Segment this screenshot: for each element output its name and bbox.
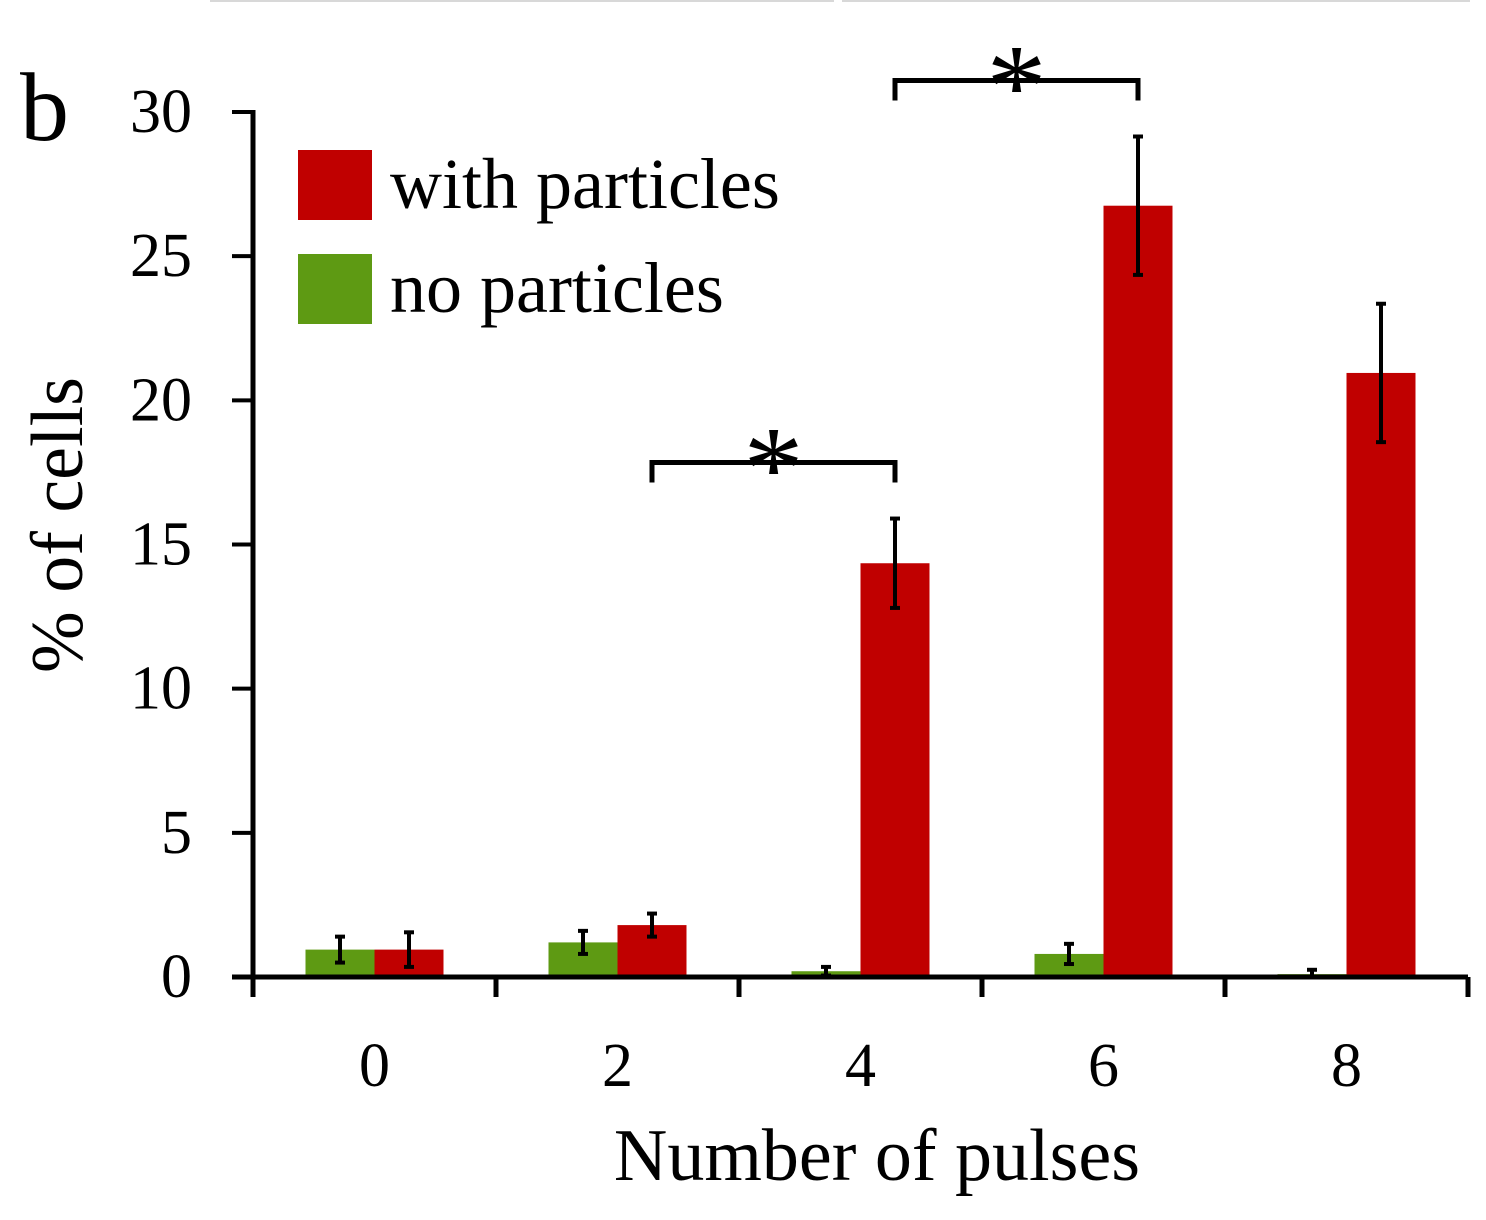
bar (860, 563, 930, 977)
panel-label: b (20, 54, 69, 162)
x-tick-label: 6 (1088, 1032, 1119, 1100)
axes (232, 110, 1468, 997)
y-tick-label: 10 (130, 655, 192, 723)
y-tick-label: 30 (130, 78, 192, 146)
y-tick-label: 15 (130, 511, 192, 579)
legend-swatch (298, 150, 372, 220)
y-tick-label: 0 (161, 943, 192, 1011)
x-tick-label: 0 (359, 1032, 390, 1100)
x-tick-label: 2 (602, 1032, 633, 1100)
y-tick-label: 20 (130, 366, 192, 434)
legend: with particles no particles (298, 144, 780, 328)
y-axis-ticks: 0 5 10 15 20 25 30 (130, 78, 253, 1011)
significance-asterisk: * (987, 20, 1047, 153)
y-tick-label: 25 (130, 222, 192, 290)
bar (1346, 372, 1416, 978)
legend-label: no particles (390, 248, 724, 328)
x-tick-label: 4 (845, 1032, 876, 1100)
bar (1103, 205, 1173, 978)
x-tick-label: 8 (1331, 1032, 1362, 1100)
x-axis-title: Number of pulses (614, 1115, 1140, 1197)
significance-asterisk: * (744, 402, 804, 535)
y-tick-label: 5 (161, 799, 192, 867)
significance-bracket (892, 78, 1141, 101)
legend-label: with particles (390, 144, 780, 224)
y-axis-title: % of cells (17, 377, 99, 673)
significance-bracket (649, 460, 898, 483)
bars (305, 205, 1416, 978)
significance-annotations: ** (649, 20, 1141, 535)
x-axis-ticks: 0 2 4 6 8 (250, 977, 1471, 1100)
legend-swatch (298, 254, 372, 324)
